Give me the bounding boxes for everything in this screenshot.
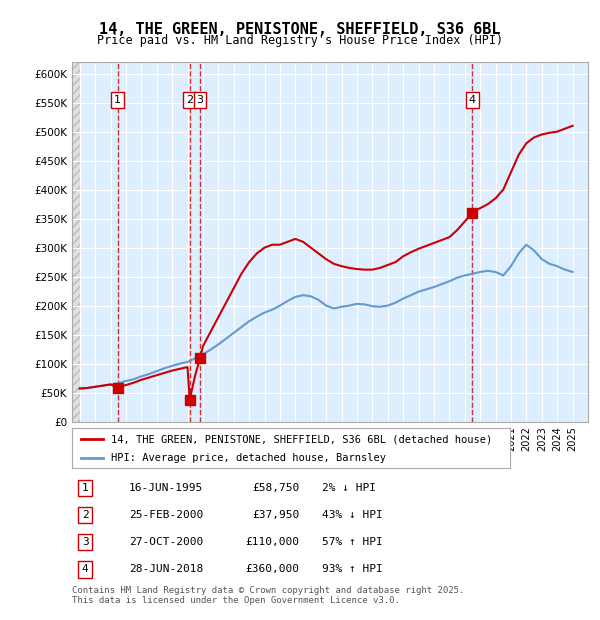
Text: 2: 2 xyxy=(186,95,193,105)
Text: 14, THE GREEN, PENISTONE, SHEFFIELD, S36 6BL (detached house): 14, THE GREEN, PENISTONE, SHEFFIELD, S36… xyxy=(112,434,493,444)
Text: 28-JUN-2018: 28-JUN-2018 xyxy=(129,564,203,574)
Text: Price paid vs. HM Land Registry's House Price Index (HPI): Price paid vs. HM Land Registry's House … xyxy=(97,34,503,47)
Text: £360,000: £360,000 xyxy=(246,564,300,574)
Text: 43% ↓ HPI: 43% ↓ HPI xyxy=(322,510,382,520)
Text: HPI: Average price, detached house, Barnsley: HPI: Average price, detached house, Barn… xyxy=(112,453,386,463)
Text: 16-JUN-1995: 16-JUN-1995 xyxy=(129,483,203,493)
Text: £58,750: £58,750 xyxy=(253,483,300,493)
Text: 25-FEB-2000: 25-FEB-2000 xyxy=(129,510,203,520)
Text: £110,000: £110,000 xyxy=(246,537,300,547)
Text: 57% ↑ HPI: 57% ↑ HPI xyxy=(322,537,382,547)
Text: 2: 2 xyxy=(82,510,89,520)
Text: 27-OCT-2000: 27-OCT-2000 xyxy=(129,537,203,547)
Bar xyxy=(72,62,80,422)
Text: 1: 1 xyxy=(114,95,121,105)
Text: £37,950: £37,950 xyxy=(253,510,300,520)
Text: 14, THE GREEN, PENISTONE, SHEFFIELD, S36 6BL: 14, THE GREEN, PENISTONE, SHEFFIELD, S36… xyxy=(99,22,501,37)
Text: 4: 4 xyxy=(469,95,476,105)
Text: 3: 3 xyxy=(82,537,89,547)
Text: 1: 1 xyxy=(82,483,89,493)
Text: 3: 3 xyxy=(197,95,203,105)
Text: 93% ↑ HPI: 93% ↑ HPI xyxy=(322,564,382,574)
Text: Contains HM Land Registry data © Crown copyright and database right 2025.
This d: Contains HM Land Registry data © Crown c… xyxy=(72,586,464,605)
Text: 4: 4 xyxy=(82,564,89,574)
Text: 2% ↓ HPI: 2% ↓ HPI xyxy=(322,483,376,493)
